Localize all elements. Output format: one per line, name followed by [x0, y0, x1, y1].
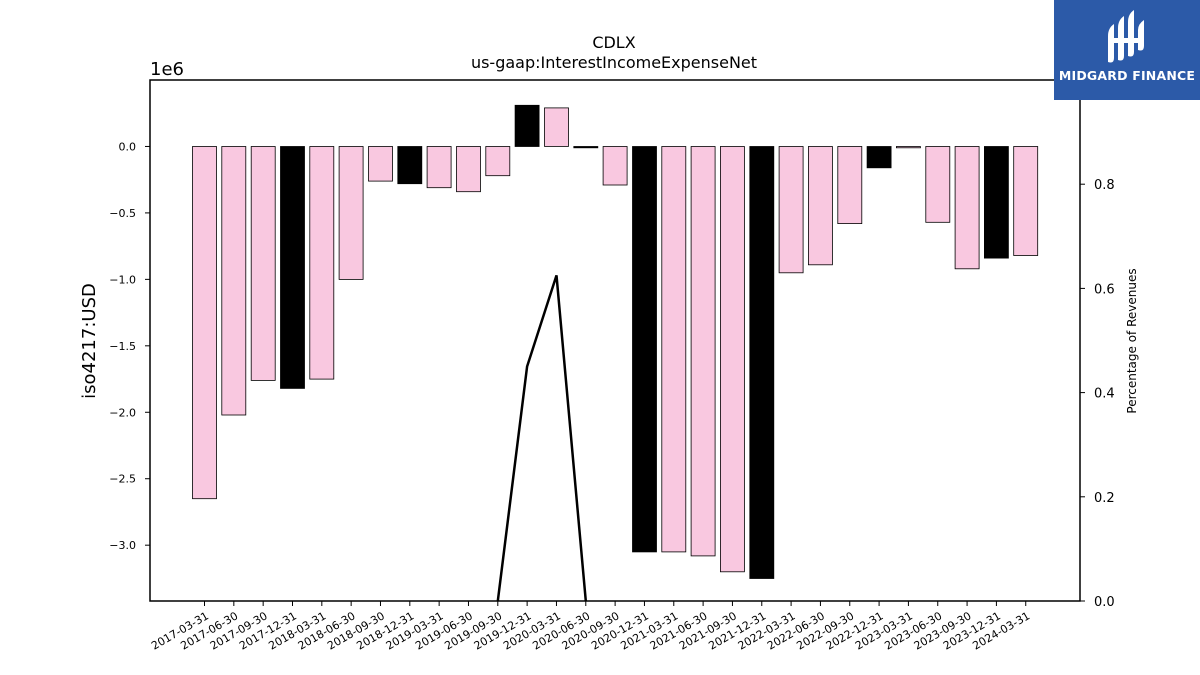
y2-tick-label: 0.8	[1094, 178, 1115, 193]
pct-line	[496, 275, 588, 601]
bar-2019-03-31	[426, 146, 452, 189]
bar-2021-09-30	[720, 146, 745, 573]
y-tick-label: −2.0	[109, 406, 136, 419]
y-tick-label: −0.5	[109, 207, 136, 220]
y2-tick-label: 0.0	[1094, 595, 1115, 610]
bar-2023-12-31	[984, 146, 1009, 259]
bar-2022-03-31	[778, 146, 804, 274]
y-offset-label: 1e6	[150, 59, 184, 80]
y2-axis-label: Percentage of Revenues	[1125, 268, 1139, 413]
bar-2018-09-30	[368, 146, 393, 182]
bar-2022-09-30	[837, 146, 863, 224]
bar-2017-03-31	[192, 146, 217, 500]
y-tick-label: −1.5	[109, 340, 136, 353]
bar-2022-12-31	[866, 146, 892, 169]
bar-2017-12-31	[280, 146, 305, 389]
y-axis-label: iso4217:USD	[79, 283, 100, 399]
bar-2019-12-31	[514, 104, 540, 147]
bar-2018-12-31	[397, 146, 423, 185]
bar-2018-06-30	[338, 146, 364, 280]
brand-logo: MIDGARD FINANCE	[1054, 0, 1200, 100]
pct-line-group	[496, 275, 588, 601]
bar-2021-12-31	[749, 146, 775, 579]
y-tick-label: 0.0	[119, 140, 137, 153]
y-tick-label: −3.0	[109, 539, 136, 552]
chart-title: CDLX	[592, 33, 635, 52]
bar-2017-09-30	[250, 146, 276, 381]
y2-tick-label: 0.2	[1094, 491, 1115, 506]
bar-2020-12-31	[632, 146, 657, 553]
bar-2020-03-31	[544, 107, 569, 147]
logo-mark-icon	[1108, 10, 1144, 63]
bar-2019-09-30	[485, 146, 511, 177]
bar-2024-03-31	[1013, 146, 1039, 256]
y-tick-label: −1.0	[109, 273, 136, 286]
logo-text: MIDGARD FINANCE	[1058, 68, 1196, 83]
bar-2021-06-30	[690, 146, 716, 557]
bar-2019-06-30	[456, 146, 481, 193]
bar-2022-06-30	[808, 146, 833, 266]
bar-2023-03-31	[896, 146, 921, 149]
bars-group	[192, 104, 1039, 579]
bar-2020-09-30	[602, 146, 628, 186]
bar-2023-06-30	[925, 146, 951, 223]
bar-2023-09-30	[954, 146, 980, 270]
y2-tick-label: 0.6	[1094, 282, 1115, 297]
y-tick-label: −2.5	[109, 473, 136, 486]
bar-2020-06-30	[573, 146, 599, 149]
y2-tick-label: 0.4	[1094, 387, 1115, 402]
bar-2017-06-30	[221, 146, 247, 416]
bar-2021-03-31	[661, 146, 687, 553]
bar-2018-03-31	[309, 146, 335, 380]
chart-subtitle: us-gaap:InterestIncomeExpenseNet	[471, 53, 757, 72]
